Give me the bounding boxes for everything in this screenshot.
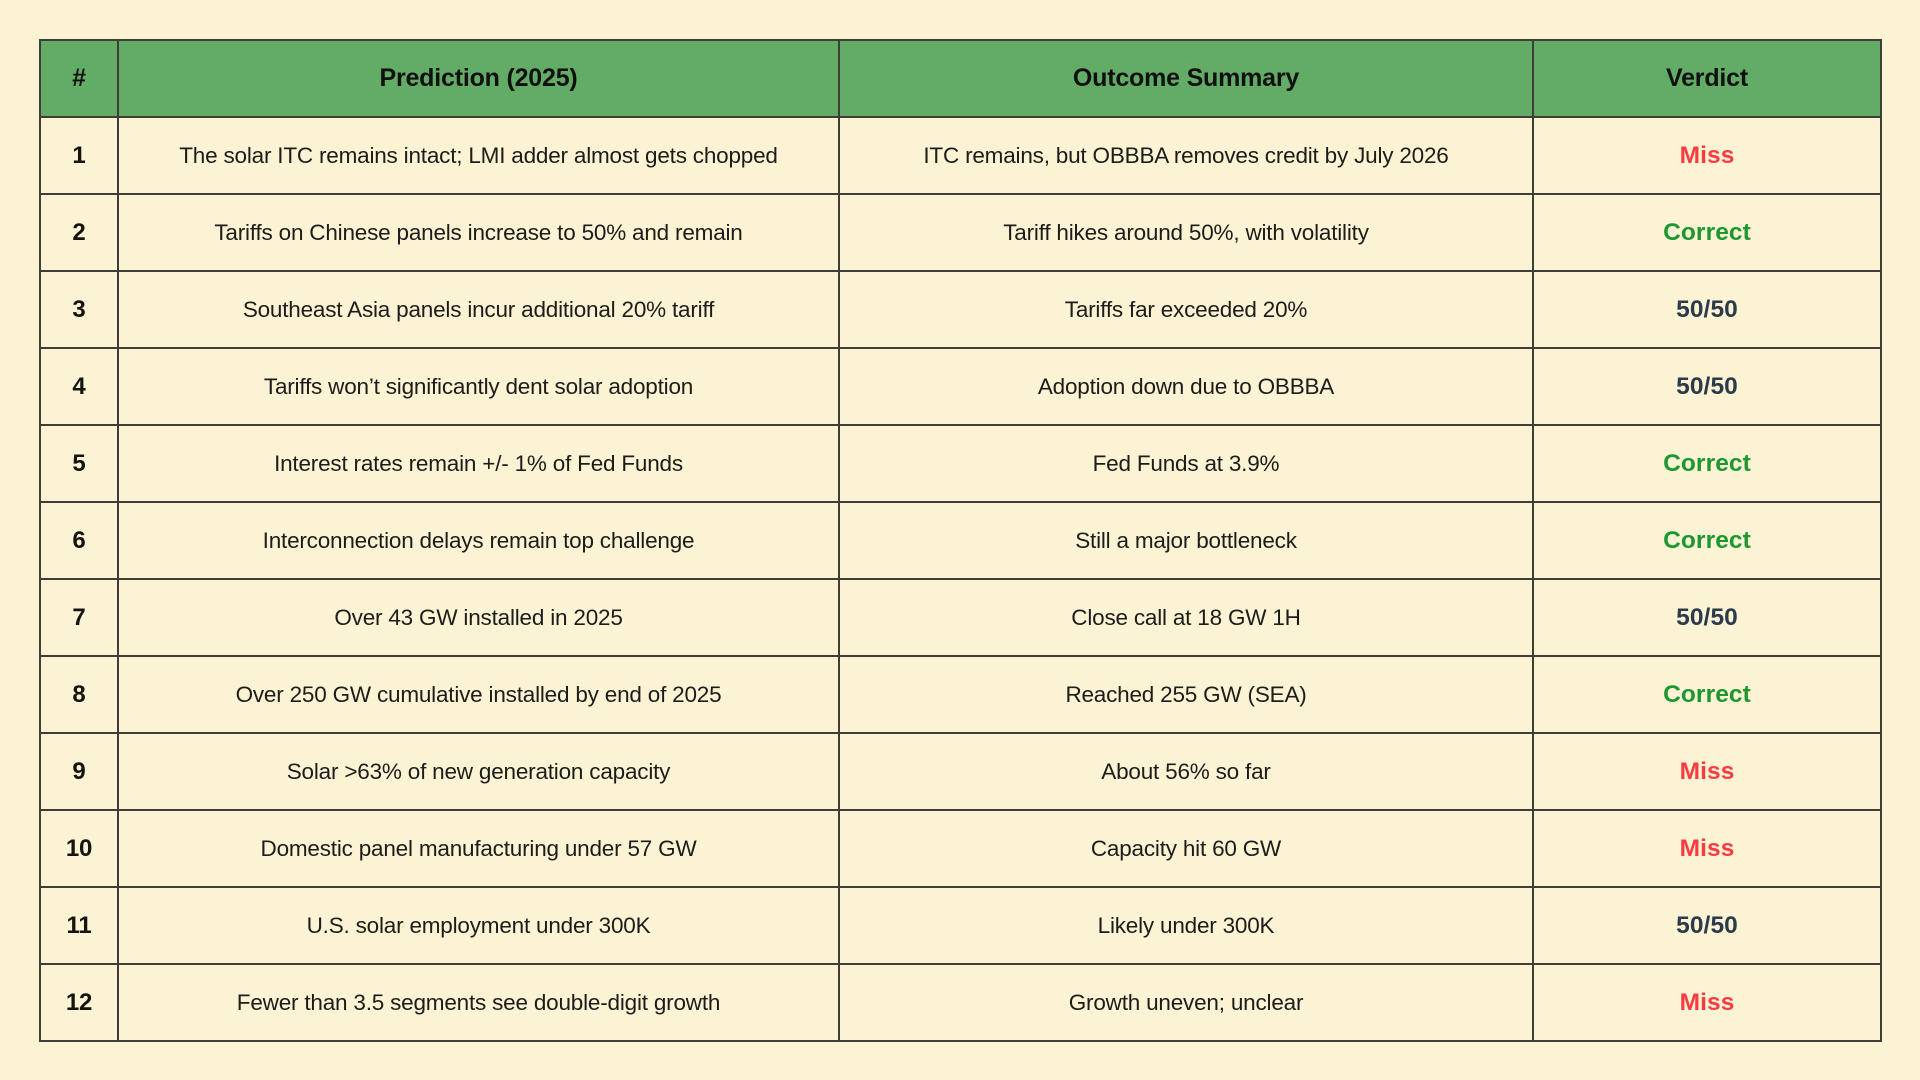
- table-body: 1 The solar ITC remains intact; LMI adder…: [39, 116, 1882, 1042]
- predictions-table-container: # Prediction (2025) Outcome Summary Verd…: [39, 39, 1882, 1042]
- verdict-cell: Correct: [1532, 424, 1882, 503]
- verdict-cell: 50/50: [1532, 270, 1882, 349]
- row-number-cell: 3: [39, 270, 119, 349]
- row-number-cell: 5: [39, 424, 119, 503]
- table-row: 8 Over 250 GW cumulative installed by end…: [39, 655, 1882, 734]
- header-prediction: Prediction (2025): [117, 39, 840, 118]
- outcome-cell: Reached 255 GW (SEA): [838, 655, 1534, 734]
- outcome-cell: Adoption down due to OBBBA: [838, 347, 1534, 426]
- prediction-cell: U.S. solar employment under 300K: [117, 886, 840, 965]
- table-row: 5 Interest rates remain +/- 1% of Fed Fun…: [39, 424, 1882, 503]
- prediction-cell: Tariffs won’t significantly dent solar a…: [117, 347, 840, 426]
- prediction-cell: Interconnection delays remain top challe…: [117, 501, 840, 580]
- prediction-cell: Fewer than 3.5 segments see double-digit…: [117, 963, 840, 1042]
- verdict-cell: Correct: [1532, 501, 1882, 580]
- verdict-cell: Miss: [1532, 116, 1882, 195]
- prediction-cell: Over 250 GW cumulative installed by end …: [117, 655, 840, 734]
- prediction-cell: Tariffs on Chinese panels increase to 50…: [117, 193, 840, 272]
- table-row: 10 Domestic panel manufacturing under 57 …: [39, 809, 1882, 888]
- prediction-cell: Over 43 GW installed in 2025: [117, 578, 840, 657]
- table-header-row: # Prediction (2025) Outcome Summary Verd…: [39, 39, 1882, 118]
- verdict-cell: 50/50: [1532, 347, 1882, 426]
- row-number-cell: 2: [39, 193, 119, 272]
- prediction-cell: Domestic panel manufacturing under 57 GW: [117, 809, 840, 888]
- table-row: 7 Over 43 GW installed in 2025 Close call …: [39, 578, 1882, 657]
- row-number-cell: 1: [39, 116, 119, 195]
- verdict-cell: Correct: [1532, 655, 1882, 734]
- outcome-cell: Close call at 18 GW 1H: [838, 578, 1534, 657]
- predictions-table: # Prediction (2025) Outcome Summary Verd…: [39, 39, 1882, 1042]
- outcome-cell: ITC remains, but OBBBA removes credit by…: [838, 116, 1534, 195]
- prediction-cell: The solar ITC remains intact; LMI adder …: [117, 116, 840, 195]
- row-number-cell: 4: [39, 347, 119, 426]
- verdict-cell: 50/50: [1532, 886, 1882, 965]
- outcome-cell: Tariffs far exceeded 20%: [838, 270, 1534, 349]
- verdict-cell: Miss: [1532, 809, 1882, 888]
- table-row: 2 Tariffs on Chinese panels increase to 5…: [39, 193, 1882, 272]
- table-row: 6 Interconnection delays remain top chall…: [39, 501, 1882, 580]
- header-verdict: Verdict: [1532, 39, 1882, 118]
- table-row: 11 U.S. solar employment under 300K Likely…: [39, 886, 1882, 965]
- outcome-cell: Fed Funds at 3.9%: [838, 424, 1534, 503]
- table-row: 12 Fewer than 3.5 segments see double-dig…: [39, 963, 1882, 1042]
- row-number-cell: 7: [39, 578, 119, 657]
- table-row: 4 Tariffs won’t significantly dent solar …: [39, 347, 1882, 426]
- row-number-cell: 9: [39, 732, 119, 811]
- table-row: 3 Southeast Asia panels incur additional …: [39, 270, 1882, 349]
- row-number-cell: 6: [39, 501, 119, 580]
- outcome-cell: Still a major bottleneck: [838, 501, 1534, 580]
- table-header: # Prediction (2025) Outcome Summary Verd…: [39, 39, 1882, 118]
- outcome-cell: Tariff hikes around 50%, with volatility: [838, 193, 1534, 272]
- prediction-cell: Interest rates remain +/- 1% of Fed Fund…: [117, 424, 840, 503]
- verdict-cell: Correct: [1532, 193, 1882, 272]
- row-number-cell: 12: [39, 963, 119, 1042]
- prediction-cell: Southeast Asia panels incur additional 2…: [117, 270, 840, 349]
- header-outcome-summary: Outcome Summary: [838, 39, 1534, 118]
- verdict-cell: Miss: [1532, 732, 1882, 811]
- table-row: 9 Solar >63% of new generation capacity Ab…: [39, 732, 1882, 811]
- row-number-cell: 11: [39, 886, 119, 965]
- outcome-cell: About 56% so far: [838, 732, 1534, 811]
- verdict-cell: 50/50: [1532, 578, 1882, 657]
- row-number-cell: 10: [39, 809, 119, 888]
- row-number-cell: 8: [39, 655, 119, 734]
- table-row: 1 The solar ITC remains intact; LMI adder…: [39, 116, 1882, 195]
- prediction-cell: Solar >63% of new generation capacity: [117, 732, 840, 811]
- outcome-cell: Capacity hit 60 GW: [838, 809, 1534, 888]
- outcome-cell: Growth uneven; unclear: [838, 963, 1534, 1042]
- verdict-cell: Miss: [1532, 963, 1882, 1042]
- header-number: #: [39, 39, 119, 118]
- outcome-cell: Likely under 300K: [838, 886, 1534, 965]
